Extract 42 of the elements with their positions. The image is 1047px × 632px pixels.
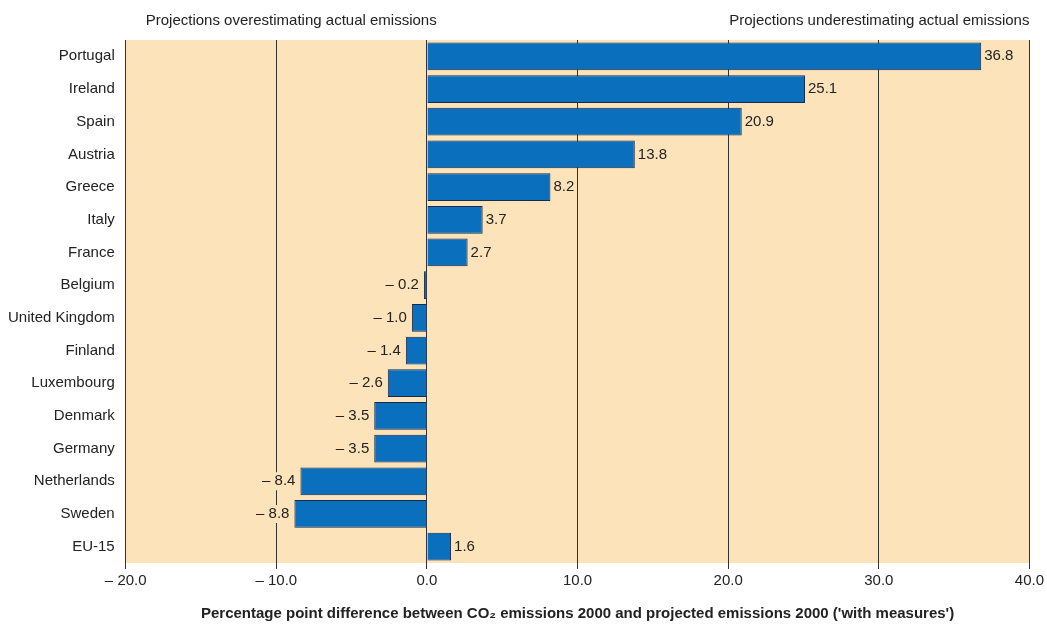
x-tick-label: 10.0 bbox=[562, 571, 593, 589]
y-tick-label: Luxembourg bbox=[31, 373, 115, 391]
y-tick-label: United Kingdom bbox=[7, 307, 115, 325]
data-label: 36.8 bbox=[984, 46, 1014, 64]
x-tick-label: – 10.0 bbox=[255, 571, 298, 589]
x-tick-label: 40.0 bbox=[1014, 571, 1044, 589]
y-tick-label: Netherlands bbox=[33, 471, 115, 489]
data-label: 25.1 bbox=[807, 79, 838, 97]
data-label: – 1.4 bbox=[367, 340, 401, 358]
y-tick-label: Denmark bbox=[53, 406, 116, 424]
y-tick-label: Belgium bbox=[60, 275, 115, 293]
x-axis-title: Percentage point difference between CO₂ emissions 2000 and projected emissions 2000 ('with measures') bbox=[200, 604, 955, 622]
data-label: 8.2 bbox=[553, 177, 575, 195]
text: Projections overestimating actual emissions bbox=[145, 10, 437, 28]
data-label: 1.6 bbox=[454, 536, 475, 554]
y-tick-label: Finland bbox=[65, 340, 115, 358]
x-tick-label: 0.0 bbox=[416, 571, 438, 589]
y-tick-label: Ireland bbox=[68, 79, 115, 97]
y-tick-label: Greece bbox=[65, 177, 115, 195]
y-tick-label: Portugal bbox=[58, 46, 115, 64]
y-tick-label: EU-15 bbox=[72, 536, 115, 554]
data-label: – 3.5 bbox=[335, 406, 370, 424]
data-label: – 8.4 bbox=[262, 471, 296, 489]
data-label: – 3.5 bbox=[335, 438, 370, 456]
y-tick-label: France bbox=[68, 242, 115, 260]
y-tick-label: Spain bbox=[76, 111, 115, 129]
x-tick-label: 30.0 bbox=[864, 571, 894, 589]
data-label: – 2.6 bbox=[349, 373, 383, 391]
data-label: – 0.2 bbox=[385, 275, 419, 293]
y-tick-label: Sweden bbox=[60, 504, 115, 522]
x-tick-label: 20.0 bbox=[713, 571, 743, 589]
text: Projections underestimating actual emissions bbox=[729, 10, 1030, 28]
data-label: 3.7 bbox=[485, 209, 507, 227]
y-tick-label: Austria bbox=[68, 144, 116, 162]
data-label: – 1.0 bbox=[373, 307, 407, 325]
data-label: – 8.8 bbox=[256, 504, 290, 522]
data-label: 20.9 bbox=[744, 111, 774, 129]
data-label: 13.8 bbox=[637, 144, 667, 162]
x-tick-label: – 20.0 bbox=[104, 571, 147, 589]
y-tick-label: Italy bbox=[87, 209, 116, 227]
y-tick-label: Germany bbox=[53, 438, 116, 456]
data-label: 2.7 bbox=[470, 242, 492, 260]
